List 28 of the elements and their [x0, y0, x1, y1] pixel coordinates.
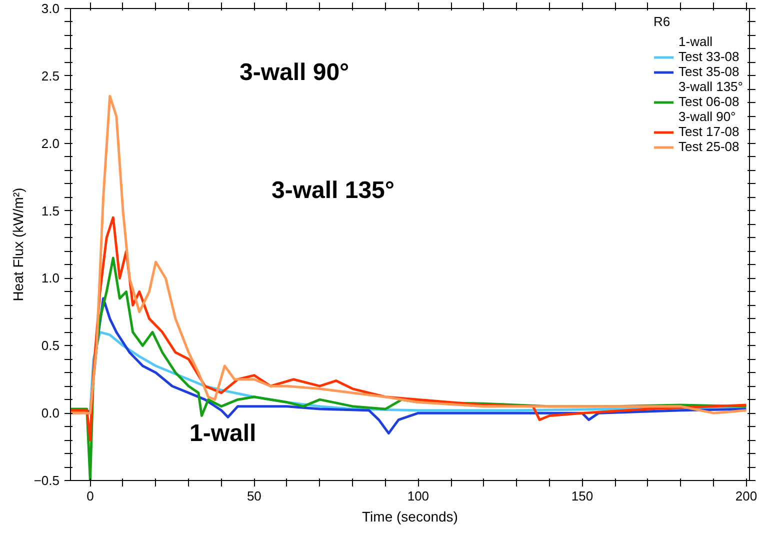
y-tick-label: −0.5: [34, 473, 60, 488]
annotation: 3-wall 135°: [272, 177, 394, 204]
legend-label: Test 17-08: [678, 124, 740, 139]
annotation: 3-wall 90°: [678, 109, 736, 124]
y-tick-label: 1.0: [41, 270, 60, 286]
legend-label: Test 06-08: [678, 94, 740, 109]
line-series: [70, 94, 748, 414]
y-tick-label: 0.5: [41, 338, 60, 354]
annotation: 3-wall 135°: [678, 79, 743, 94]
legend-label: Test 33-08: [678, 49, 740, 64]
y-tick-label: 3.0: [41, 1, 60, 16]
y-tick-label: 0.0: [41, 406, 60, 421]
y-tick-label: 2.5: [41, 68, 60, 84]
x-axis-title: Time (seconds): [362, 508, 458, 524]
x-tick-label: 150: [571, 488, 594, 504]
x-tick-label: 200: [735, 488, 758, 504]
annotation: 1-wall: [190, 420, 256, 447]
legend-label: Test 25-08: [678, 139, 740, 154]
x-tick-label: 0: [86, 488, 94, 504]
legend-label: Test 35-08: [678, 64, 740, 79]
y-axis-title: Heat Flux (kW/m²): [10, 188, 26, 302]
annotation: 3-wall 90°: [240, 59, 350, 86]
legend-title: R6: [654, 14, 672, 29]
y-tick-label: 2.0: [41, 136, 60, 151]
x-tick-label: 100: [407, 488, 430, 504]
x-tick-label: 50: [246, 488, 262, 504]
y-tick-label: 1.5: [41, 203, 60, 218]
annotation: 1-wall: [678, 34, 712, 49]
